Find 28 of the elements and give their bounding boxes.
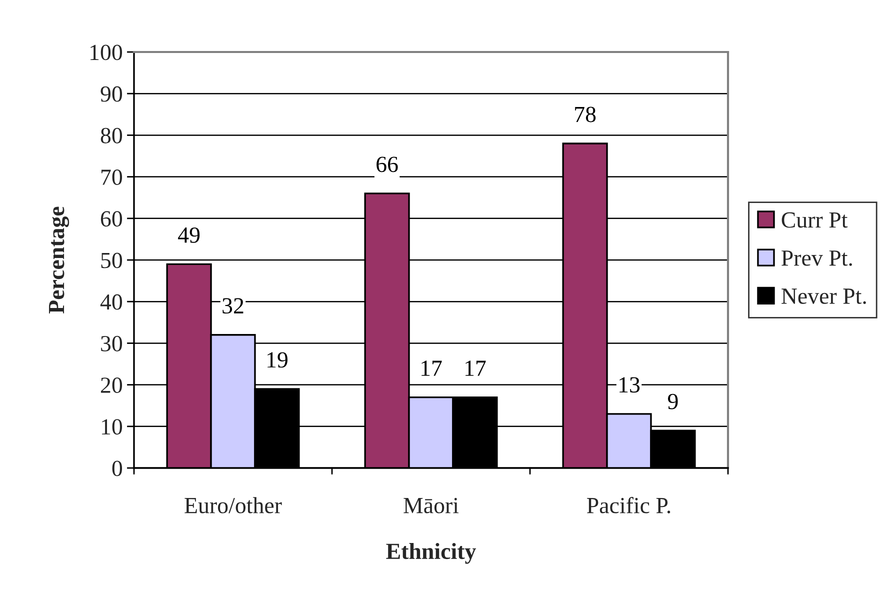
y-tick-label: 10 — [102, 419, 122, 435]
x-tick-label: Pacific P. — [587, 496, 670, 514]
y-tick-label: 20 — [100, 378, 122, 393]
legend-label: Never Pt. — [782, 288, 866, 304]
legend-label: Curr Pt — [782, 212, 848, 228]
data-label: 32 — [222, 298, 244, 314]
x-tick-label: Māori — [404, 498, 459, 514]
y-tick-label: 0 — [112, 460, 122, 476]
data-label: 78 — [575, 106, 596, 122]
y-tick-label: 100 — [90, 44, 122, 60]
x-axis-title: Ethnicity — [386, 542, 476, 564]
y-axis-title: Percentage — [49, 206, 70, 314]
y-tick-label: 70 — [101, 170, 122, 185]
data-label: 49 — [178, 227, 200, 243]
y-tick-label: 50 — [101, 252, 122, 268]
y-tick-label: 90 — [100, 86, 122, 102]
data-label: 17 — [466, 360, 486, 376]
legend-label: Prev Pt. — [782, 250, 852, 266]
data-label: 17 — [422, 360, 442, 376]
data-label: 9 — [668, 394, 678, 410]
y-tick-label: 60 — [100, 211, 122, 227]
data-label: 66 — [376, 156, 398, 172]
y-tick-label: 40 — [100, 294, 122, 310]
data-label: 13 — [620, 377, 640, 393]
y-tick-label: 80 — [100, 128, 122, 144]
y-tick-label: 30 — [101, 336, 122, 352]
x-tick-label: Euro/other — [184, 497, 282, 514]
data-label: 19 — [268, 352, 288, 368]
